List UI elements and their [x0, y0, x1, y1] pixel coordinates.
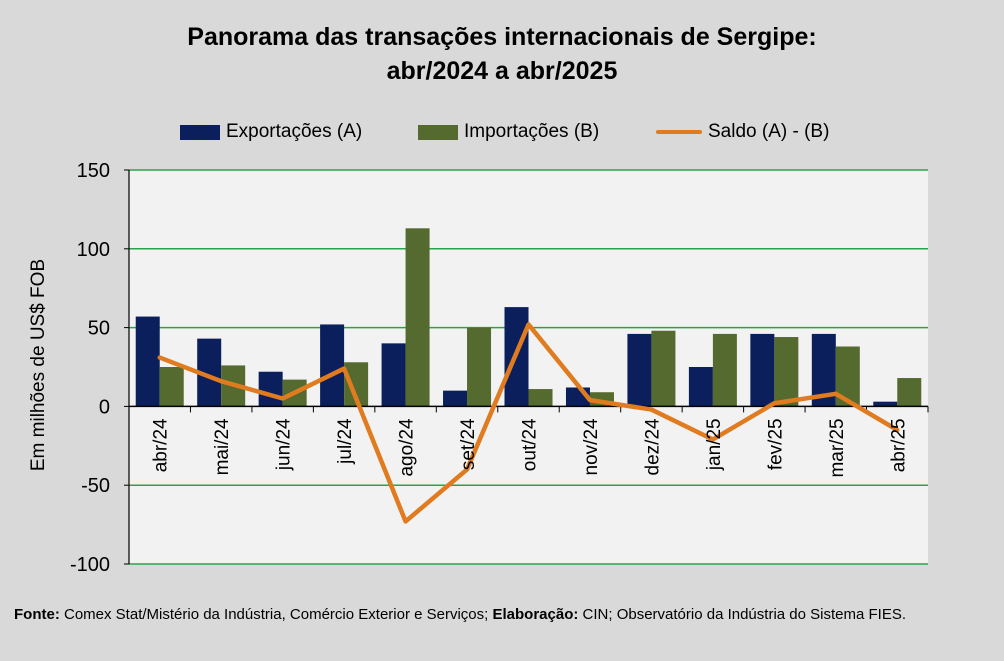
bar-exports [750, 333, 775, 407]
bar-imports [405, 228, 430, 407]
legend-label-exports: Exportações (A) [226, 121, 363, 142]
x-tick-label: set/24 [458, 418, 479, 470]
x-tick-label: fev/25 [765, 418, 786, 470]
chart-footer: Fonte: Comex Stat/Mistério da Indústria,… [14, 604, 989, 626]
legend-item-exports: Exportações (A) [180, 118, 362, 146]
legend-label-balance: Saldo (A) - (B) [708, 121, 830, 142]
bar-imports [774, 337, 799, 407]
legend-swatch-imports [418, 124, 458, 140]
footer-source-text: Comex Stat/Mistério da Indústria, Comérc… [59, 606, 493, 623]
bar-imports [712, 333, 737, 407]
footer-prep-label: Elaboração: [492, 606, 579, 623]
chart-title: Panorama das transações internacionais d… [0, 20, 1004, 88]
bar-exports [381, 343, 406, 407]
y-tick-label: 150 [77, 160, 110, 182]
legend-item-imports: Importações (B) [418, 118, 599, 146]
x-tick-label: jun/24 [274, 418, 295, 471]
chart-title-line-2: abr/2024 a abr/2025 [386, 57, 618, 85]
x-tick-label: jul/24 [335, 418, 356, 465]
y-tick-label: -100 [70, 554, 110, 576]
x-tick-label: mar/25 [827, 418, 848, 477]
footer-source-label: Fonte: [14, 606, 60, 623]
bar-exports [320, 324, 345, 407]
x-tick-label: abr/24 [151, 418, 172, 472]
y-tick-label: 100 [77, 239, 110, 261]
legend-swatch-balance [656, 130, 702, 134]
y-tick-label: 0 [99, 396, 110, 418]
x-tick-label: out/24 [520, 418, 541, 471]
legend-swatch-exports [180, 124, 220, 140]
chart-svg: -100 -50 0 50 100 150 Em milhões de US$ FOB abr… [28, 160, 929, 576]
bar-exports [135, 316, 160, 407]
y-axis-title: Em milhões de US$ FOB [28, 259, 49, 471]
bar-imports [897, 378, 922, 407]
legend-label-imports: Importações (B) [464, 121, 600, 142]
y-tick-label: -50 [81, 475, 110, 497]
bar-exports [443, 390, 468, 407]
bar-imports [159, 367, 184, 407]
bar-exports [627, 333, 652, 407]
chart-legend: Exportações (A) Importações (B) Saldo (A… [0, 118, 1004, 146]
bar-imports [528, 389, 553, 407]
x-tick-label: mai/24 [212, 418, 233, 475]
x-tick-label: dez/24 [642, 418, 663, 475]
x-tick-label: ago/24 [397, 418, 418, 477]
bar-imports [467, 327, 492, 407]
bar-imports [651, 330, 676, 407]
bar-exports [258, 371, 283, 407]
chart-title-line-1: Panorama das transações internacionais d… [187, 23, 817, 51]
footer-prep-text: CIN; Observatório da Indústria do Sistem… [578, 606, 906, 623]
x-tick-label: nov/24 [581, 418, 602, 475]
x-tick-label: abr/25 [888, 418, 909, 472]
legend-item-balance: Saldo (A) - (B) [656, 118, 829, 146]
y-tick-label: 50 [88, 318, 110, 340]
x-tick-label: jan/25 [704, 418, 725, 471]
bar-exports [688, 367, 713, 407]
bar-exports [873, 401, 898, 407]
